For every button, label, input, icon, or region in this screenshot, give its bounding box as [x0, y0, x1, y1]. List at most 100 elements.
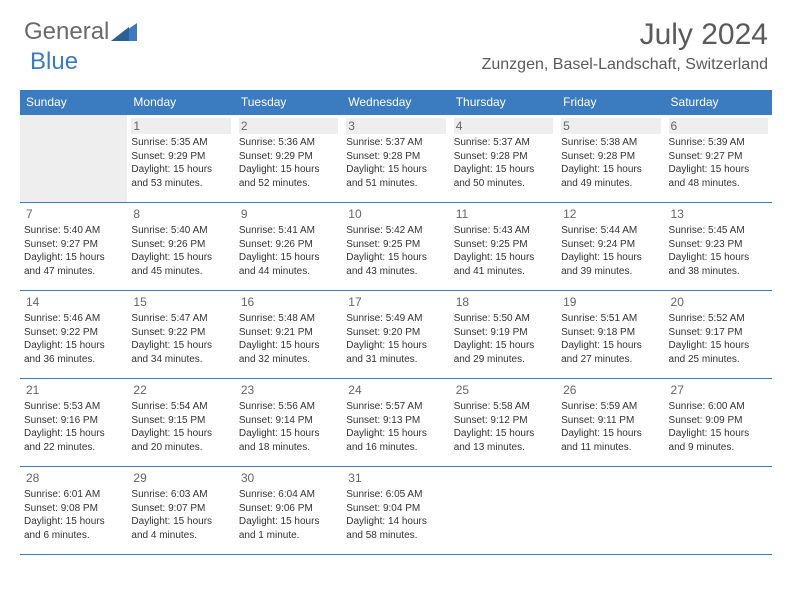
day-info: Sunrise: 5:56 AMSunset: 9:14 PMDaylight:… — [239, 400, 338, 454]
day-info: Sunrise: 5:48 AMSunset: 9:21 PMDaylight:… — [239, 312, 338, 366]
day-number: 19 — [561, 294, 660, 310]
day-number: 12 — [561, 206, 660, 222]
month-title: July 2024 — [482, 18, 768, 52]
day-info: Sunrise: 5:36 AMSunset: 9:29 PMDaylight:… — [239, 136, 338, 190]
day-info: Sunrise: 5:43 AMSunset: 9:25 PMDaylight:… — [454, 224, 553, 278]
logo-text-general: General — [24, 18, 109, 46]
day-number: 10 — [346, 206, 445, 222]
day-info: Sunrise: 5:54 AMSunset: 9:15 PMDaylight:… — [131, 400, 230, 454]
calendar-day-cell — [20, 115, 127, 203]
calendar-day-cell: 15 Sunrise: 5:47 AMSunset: 9:22 PMDayligh… — [127, 291, 234, 379]
day-info: Sunrise: 5:41 AMSunset: 9:26 PMDaylight:… — [239, 224, 338, 278]
logo-text-blue: Blue — [30, 48, 78, 75]
day-info: Sunrise: 5:52 AMSunset: 9:17 PMDaylight:… — [669, 312, 768, 366]
day-info: Sunrise: 5:51 AMSunset: 9:18 PMDaylight:… — [561, 312, 660, 366]
day-number: 20 — [669, 294, 768, 310]
logo-text-blue-wrap: Blue — [30, 48, 78, 76]
day-info: Sunrise: 5:58 AMSunset: 9:12 PMDaylight:… — [454, 400, 553, 454]
calendar-day-cell: 2 Sunrise: 5:36 AMSunset: 9:29 PMDaylight… — [235, 115, 342, 203]
calendar-week-row: 21Sunrise: 5:53 AMSunset: 9:16 PMDayligh… — [20, 379, 772, 467]
day-header: Saturday — [665, 90, 772, 115]
calendar-week-row: 28Sunrise: 6:01 AMSunset: 9:08 PMDayligh… — [20, 467, 772, 555]
day-info: Sunrise: 5:39 AMSunset: 9:27 PMDaylight:… — [669, 136, 768, 190]
day-info: Sunrise: 5:45 AMSunset: 9:23 PMDaylight:… — [669, 224, 768, 278]
day-number: 3 — [346, 118, 445, 134]
calendar-day-cell: 19 Sunrise: 5:51 AMSunset: 9:18 PMDayligh… — [557, 291, 664, 379]
calendar-day-cell: 9Sunrise: 5:41 AMSunset: 9:26 PMDaylight… — [235, 203, 342, 291]
calendar-day-cell: 23 Sunrise: 5:56 AMSunset: 9:14 PMDayligh… — [235, 379, 342, 467]
calendar-day-cell: 16 Sunrise: 5:48 AMSunset: 9:21 PMDayligh… — [235, 291, 342, 379]
calendar-day-cell: 7Sunrise: 5:40 AMSunset: 9:27 PMDaylight… — [20, 203, 127, 291]
calendar-day-cell: 28Sunrise: 6:01 AMSunset: 9:08 PMDayligh… — [20, 467, 127, 555]
calendar-day-cell: 25 Sunrise: 5:58 AMSunset: 9:12 PMDayligh… — [450, 379, 557, 467]
day-number: 23 — [239, 382, 338, 398]
day-number: 18 — [454, 294, 553, 310]
calendar-body: 1 Sunrise: 5:35 AMSunset: 9:29 PMDaylight… — [20, 115, 772, 555]
calendar-day-cell — [557, 467, 664, 555]
day-number: 24 — [346, 382, 445, 398]
day-number: 17 — [346, 294, 445, 310]
day-number: 4 — [454, 118, 553, 134]
day-info: Sunrise: 5:38 AMSunset: 9:28 PMDaylight:… — [561, 136, 660, 190]
day-number: 5 — [561, 118, 660, 134]
day-number: 26 — [561, 382, 660, 398]
day-number: 15 — [131, 294, 230, 310]
day-info: Sunrise: 5:40 AMSunset: 9:27 PMDaylight:… — [24, 224, 123, 278]
day-number: 1 — [131, 118, 230, 134]
day-number: 8 — [131, 206, 230, 222]
calendar-day-cell: 17 Sunrise: 5:49 AMSunset: 9:20 PMDayligh… — [342, 291, 449, 379]
location-text: Zunzgen, Basel-Landschaft, Switzerland — [482, 56, 768, 74]
day-number: 31 — [346, 470, 445, 486]
day-number: 2 — [239, 118, 338, 134]
calendar-day-cell: 8 Sunrise: 5:40 AMSunset: 9:26 PMDaylight… — [127, 203, 234, 291]
day-info: Sunrise: 5:59 AMSunset: 9:11 PMDaylight:… — [561, 400, 660, 454]
calendar-day-cell: 29 Sunrise: 6:03 AMSunset: 9:07 PMDayligh… — [127, 467, 234, 555]
day-number: 13 — [669, 206, 768, 222]
day-info: Sunrise: 6:04 AMSunset: 9:06 PMDaylight:… — [239, 488, 338, 542]
day-info: Sunrise: 5:47 AMSunset: 9:22 PMDaylight:… — [131, 312, 230, 366]
day-number: 30 — [239, 470, 338, 486]
logo-triangle-icon — [111, 19, 137, 46]
calendar-day-cell: 31 Sunrise: 6:05 AMSunset: 9:04 PMDayligh… — [342, 467, 449, 555]
calendar-day-cell: 14Sunrise: 5:46 AMSunset: 9:22 PMDayligh… — [20, 291, 127, 379]
day-info: Sunrise: 6:01 AMSunset: 9:08 PMDaylight:… — [24, 488, 123, 542]
day-number: 14 — [24, 294, 123, 310]
day-number: 6 — [669, 118, 768, 134]
calendar-day-cell: 12Sunrise: 5:44 AMSunset: 9:24 PMDayligh… — [557, 203, 664, 291]
calendar-day-cell: 26 Sunrise: 5:59 AMSunset: 9:11 PMDayligh… — [557, 379, 664, 467]
day-info: Sunrise: 5:49 AMSunset: 9:20 PMDaylight:… — [346, 312, 445, 366]
day-header: Wednesday — [342, 90, 449, 115]
day-info: Sunrise: 5:50 AMSunset: 9:19 PMDaylight:… — [454, 312, 553, 366]
day-info: Sunrise: 5:40 AMSunset: 9:26 PMDaylight:… — [131, 224, 230, 278]
day-header: Thursday — [450, 90, 557, 115]
day-number: 25 — [454, 382, 553, 398]
day-info: Sunrise: 6:05 AMSunset: 9:04 PMDaylight:… — [346, 488, 445, 542]
day-number: 16 — [239, 294, 338, 310]
day-header: Monday — [127, 90, 234, 115]
calendar-day-cell — [665, 467, 772, 555]
calendar-day-cell: 13 Sunrise: 5:45 AMSunset: 9:23 PMDayligh… — [665, 203, 772, 291]
calendar-day-cell: 11Sunrise: 5:43 AMSunset: 9:25 PMDayligh… — [450, 203, 557, 291]
header: General July 2024 Zunzgen, Basel-Landsch… — [0, 0, 792, 82]
calendar-day-cell: 6 Sunrise: 5:39 AMSunset: 9:27 PMDaylight… — [665, 115, 772, 203]
calendar-header-row: SundayMondayTuesdayWednesdayThursdayFrid… — [20, 90, 772, 115]
calendar-day-cell: 24Sunrise: 5:57 AMSunset: 9:13 PMDayligh… — [342, 379, 449, 467]
calendar-day-cell: 30 Sunrise: 6:04 AMSunset: 9:06 PMDayligh… — [235, 467, 342, 555]
calendar-day-cell: 1 Sunrise: 5:35 AMSunset: 9:29 PMDaylight… — [127, 115, 234, 203]
day-info: Sunrise: 5:35 AMSunset: 9:29 PMDaylight:… — [131, 136, 230, 190]
day-number: 29 — [131, 470, 230, 486]
calendar-day-cell: 20 Sunrise: 5:52 AMSunset: 9:17 PMDayligh… — [665, 291, 772, 379]
day-info: Sunrise: 5:42 AMSunset: 9:25 PMDaylight:… — [346, 224, 445, 278]
calendar-day-cell: 10 Sunrise: 5:42 AMSunset: 9:25 PMDayligh… — [342, 203, 449, 291]
day-header: Sunday — [20, 90, 127, 115]
calendar-day-cell: 3Sunrise: 5:37 AMSunset: 9:28 PMDaylight… — [342, 115, 449, 203]
logo: General — [24, 18, 137, 46]
calendar-table: SundayMondayTuesdayWednesdayThursdayFrid… — [20, 90, 772, 555]
day-info: Sunrise: 6:00 AMSunset: 9:09 PMDaylight:… — [669, 400, 768, 454]
day-info: Sunrise: 6:03 AMSunset: 9:07 PMDaylight:… — [131, 488, 230, 542]
day-number: 21 — [24, 382, 123, 398]
day-number: 27 — [669, 382, 768, 398]
calendar-day-cell: 4Sunrise: 5:37 AMSunset: 9:28 PMDaylight… — [450, 115, 557, 203]
day-header: Tuesday — [235, 90, 342, 115]
calendar-day-cell: 18 Sunrise: 5:50 AMSunset: 9:19 PMDayligh… — [450, 291, 557, 379]
